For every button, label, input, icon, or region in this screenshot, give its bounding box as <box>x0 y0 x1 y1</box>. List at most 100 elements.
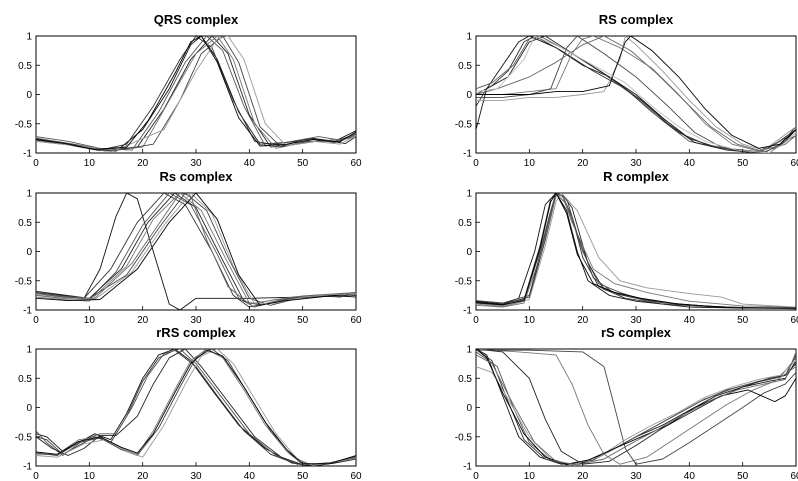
x-tick-label: 40 <box>244 315 256 326</box>
y-tick-label: -0.5 <box>455 276 473 287</box>
y-tick-label: -0.5 <box>15 276 33 287</box>
y-tick-label: -0.5 <box>15 119 33 130</box>
series-line-6 <box>36 36 356 152</box>
x-tick-label: 0 <box>33 158 39 169</box>
y-tick-label: -1 <box>463 306 472 317</box>
x-tick-label: 30 <box>630 158 642 169</box>
y-tick-label: 1 <box>26 32 32 43</box>
panel-rs-small-complex: rS complex 0 10 20 30 40 50 60 1 0.5 0 -0.5 -1 <box>455 325 798 481</box>
x-tick-label: 20 <box>137 315 149 326</box>
series-line-1 <box>476 193 796 309</box>
x-tick-label: 0 <box>33 471 39 481</box>
y-tick-label: 1 <box>26 189 32 200</box>
series-line-8 <box>36 193 356 306</box>
x-tick-label: 0 <box>473 471 479 481</box>
traces <box>476 349 796 466</box>
x-tick-label: 60 <box>790 158 798 169</box>
x-tick-label: 10 <box>84 158 96 169</box>
series-line-7 <box>476 36 796 151</box>
x-tick-label: 60 <box>350 471 362 481</box>
y-tick-label: 1 <box>466 32 472 43</box>
plot-frame <box>475 192 797 311</box>
x-tick-label: 40 <box>684 158 696 169</box>
y-tick-label: 0.5 <box>18 374 32 385</box>
series-line-8 <box>476 349 796 465</box>
x-tick-label: 50 <box>297 158 309 169</box>
y-tick-label: -1 <box>463 149 472 160</box>
panel-rrs-complex: rRS complex 0 10 20 30 40 50 60 1 0.5 0 -0.5 -1 <box>15 325 362 481</box>
y-tick-label: 0.5 <box>18 61 32 72</box>
y-tick-label: 0.5 <box>458 61 472 72</box>
series-line-6 <box>476 193 796 309</box>
y-tick-label: 0 <box>26 403 32 414</box>
plot-frame <box>35 35 357 154</box>
x-tick-label: 0 <box>473 158 479 169</box>
x-tick-label: 30 <box>190 315 202 326</box>
x-tick-label: 10 <box>524 471 536 481</box>
series-line-5 <box>476 36 796 152</box>
panel-title: R complex <box>603 169 670 184</box>
x-tick-label: 60 <box>790 471 798 481</box>
series-line-5 <box>476 193 796 308</box>
x-tick-label: 30 <box>190 158 202 169</box>
series-line-8 <box>476 193 796 309</box>
y-tick-label: 1 <box>466 189 472 200</box>
y-tick-label: -0.5 <box>15 432 33 443</box>
plot-frame <box>475 348 797 467</box>
x-tick-label: 60 <box>350 158 362 169</box>
x-tick-label: 30 <box>190 471 202 481</box>
x-tick-label: 10 <box>524 158 536 169</box>
y-tick-label: 0 <box>466 90 472 101</box>
series-line-4 <box>36 349 356 466</box>
y-tick-label: -1 <box>463 462 472 473</box>
x-tick-label: 30 <box>630 315 642 326</box>
y-tick-label: -1 <box>23 149 32 160</box>
y-tick-label: 0.5 <box>458 218 472 229</box>
x-tick-label: 40 <box>684 471 696 481</box>
series-line-7 <box>476 360 796 466</box>
x-tick-label: 20 <box>137 158 149 169</box>
x-tick-label: 40 <box>244 471 256 481</box>
y-tick-label: 0 <box>26 247 32 258</box>
y-tick-label: -1 <box>23 462 32 473</box>
traces <box>36 193 356 310</box>
y-tick-label: -1 <box>23 306 32 317</box>
x-tick-label: 40 <box>684 315 696 326</box>
x-tick-label: 10 <box>524 315 536 326</box>
series-line-8 <box>36 36 356 150</box>
series-line-6 <box>476 36 796 153</box>
y-tick-label: 1 <box>26 345 32 356</box>
series-line-8 <box>36 349 356 465</box>
series-line-9 <box>476 351 796 466</box>
x-tick-label: 50 <box>297 315 309 326</box>
traces <box>476 36 796 153</box>
x-tick-label: 0 <box>33 315 39 326</box>
x-tick-label: 0 <box>473 315 479 326</box>
x-tick-label: 10 <box>84 471 96 481</box>
y-tick-label: -0.5 <box>455 119 473 130</box>
panel-title: rS complex <box>601 325 672 340</box>
series-line-9 <box>36 193 356 305</box>
x-tick-label: 50 <box>737 471 749 481</box>
panel-title: rRS complex <box>156 325 236 340</box>
series-line-8 <box>476 36 796 149</box>
panel-title: QRS complex <box>154 12 239 27</box>
x-tick-label: 60 <box>790 315 798 326</box>
y-tick-label: 0 <box>466 403 472 414</box>
x-tick-label: 50 <box>737 158 749 169</box>
panel-title: RS complex <box>599 12 674 27</box>
plot-frame <box>35 192 357 311</box>
x-tick-label: 50 <box>737 315 749 326</box>
x-tick-label: 50 <box>297 471 309 481</box>
x-tick-label: 20 <box>577 471 589 481</box>
y-tick-label: 1 <box>466 345 472 356</box>
traces <box>36 349 356 466</box>
y-tick-label: 0.5 <box>18 218 32 229</box>
y-tick-label: 0.5 <box>458 374 472 385</box>
series-line-9 <box>476 36 796 153</box>
x-tick-label: 60 <box>350 315 362 326</box>
x-tick-label: 10 <box>84 315 96 326</box>
series-line-7 <box>36 36 356 151</box>
x-tick-label: 40 <box>244 158 256 169</box>
